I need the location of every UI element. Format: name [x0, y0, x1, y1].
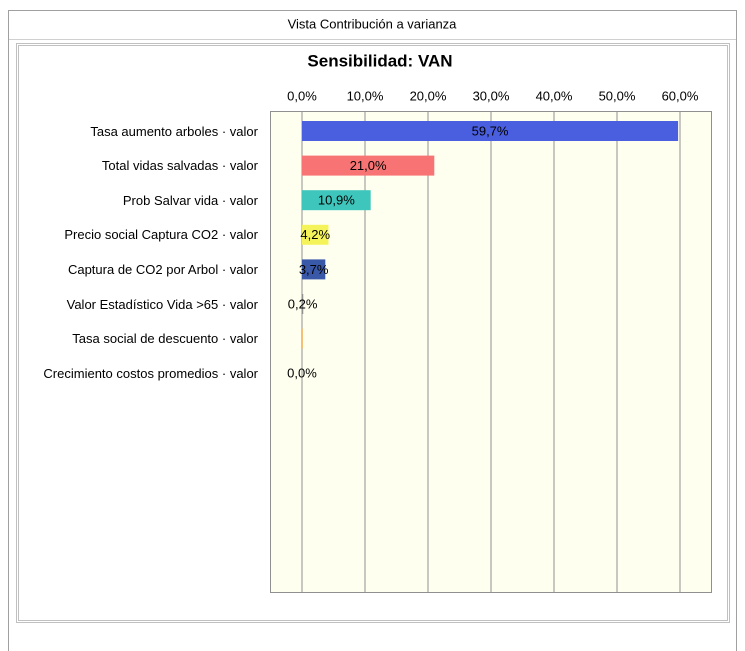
- x-tick-label: 40,0%: [536, 88, 573, 103]
- category-label: Tasa social de descuento · valor: [72, 331, 258, 347]
- x-tick-label: 0,0%: [287, 88, 317, 103]
- bar: [302, 121, 679, 141]
- value-label: 4,2%: [300, 227, 330, 242]
- value-label: 0,2%: [288, 296, 318, 311]
- value-label: 21,0%: [350, 158, 387, 173]
- category-label: Precio social Captura CO2 · valor: [64, 227, 258, 243]
- bar: [302, 155, 435, 176]
- category-label: Tasa aumento arboles · valor: [90, 123, 258, 139]
- chart-title: Sensibilidad: VAN: [307, 51, 452, 70]
- value-label: 10,9%: [318, 193, 355, 208]
- value-label: 0,0%: [287, 366, 317, 381]
- x-tick-label: 10,0%: [347, 88, 384, 103]
- bar: [302, 190, 371, 211]
- x-tick-label: 50,0%: [599, 88, 636, 103]
- value-label: 59,7%: [472, 123, 509, 138]
- category-label: Prob Salvar vida · valor: [122, 192, 258, 208]
- x-tick-label: 60,0%: [662, 88, 699, 103]
- bar: [302, 224, 329, 245]
- bar: [302, 259, 326, 280]
- window-title: Vista Contribución a varianza: [288, 16, 458, 31]
- x-tick-label: 30,0%: [473, 88, 510, 103]
- bar: [302, 294, 304, 314]
- category-label: Captura de CO2 por Arbol · valor: [67, 261, 258, 277]
- category-label: Crecimiento costos promedios · valor: [43, 365, 258, 381]
- x-tick-label: 20,0%: [410, 88, 447, 103]
- bar: [302, 328, 303, 349]
- value-label: 3,7%: [299, 262, 329, 277]
- window-border: [8, 10, 737, 651]
- category-label: Total vidas salvadas · valor: [101, 158, 258, 174]
- category-label: Valor Estadístico Vida >65 · valor: [66, 296, 258, 312]
- chart-frame-inner: [18, 45, 728, 621]
- chart-frame: [16, 43, 730, 623]
